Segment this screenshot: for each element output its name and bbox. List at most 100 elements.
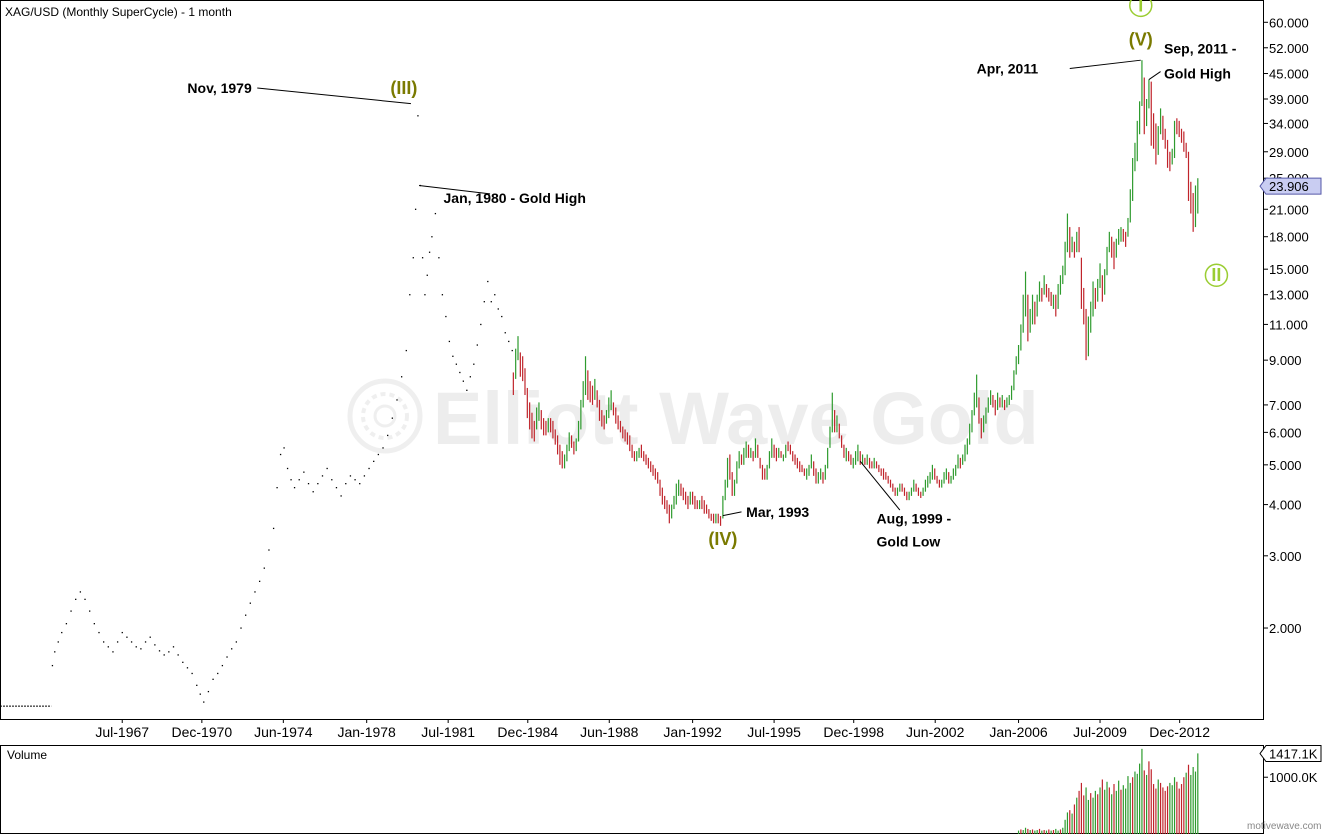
price-dot — [312, 491, 314, 493]
y-tick-label: 4.000 — [1269, 498, 1302, 513]
price-dot — [212, 678, 214, 680]
wave-label-circle — [1204, 263, 1229, 287]
y-tick-label: 5.000 — [1269, 458, 1302, 473]
x-tick-label: Jan-1992 — [663, 724, 722, 740]
x-tick-label: Jun-1974 — [254, 724, 313, 740]
price-dot — [130, 641, 133, 643]
price-dot — [426, 274, 428, 276]
price-dot — [112, 651, 114, 653]
annotation-label: Gold High — [1164, 66, 1231, 82]
x-tick-label: Jul-1981 — [421, 724, 475, 740]
annotation-leader-line — [722, 511, 742, 517]
price-bar-series — [512, 60, 1199, 526]
price-dot — [70, 610, 72, 612]
annotation-label: Aug, 1999 - — [877, 510, 952, 526]
price-dot — [321, 475, 324, 477]
volume-panel: Volume 1417.1K 1000.0K motivewave.com — [0, 745, 1322, 834]
price-dot — [480, 323, 482, 326]
x-tick-label: Jun-2002 — [906, 724, 965, 740]
y-tick-label: 21.000 — [1269, 202, 1309, 217]
annotation-leader-line — [859, 460, 901, 511]
elliott-wave-labels: (III)(IV)(V)III — [390, 0, 1229, 549]
price-dot — [144, 641, 147, 643]
price-dot — [203, 701, 205, 703]
price-dot — [168, 651, 170, 653]
price-dot-series — [51, 115, 513, 703]
price-dot — [298, 479, 300, 481]
price-dot — [107, 646, 109, 648]
wave-label: II — [1211, 265, 1221, 285]
price-dot — [98, 631, 100, 634]
price-dot — [473, 363, 475, 365]
y-tick-label: 11.000 — [1269, 317, 1308, 332]
footer-credit: motivewave.com — [1247, 821, 1321, 832]
price-dot — [349, 475, 352, 477]
price-dot — [497, 308, 499, 310]
y-tick-label: 34.000 — [1269, 116, 1309, 131]
price-dot — [163, 654, 165, 656]
price-dot — [326, 467, 328, 470]
price-dot — [373, 460, 375, 463]
price-dot — [412, 257, 414, 259]
price-dot — [487, 280, 489, 283]
price-dot — [391, 417, 393, 419]
price-dot — [258, 580, 261, 582]
price-dot — [438, 257, 440, 259]
price-dot — [455, 363, 458, 365]
x-tick-label: Dec-2012 — [1149, 724, 1210, 740]
price-dot — [466, 389, 468, 391]
wave-label: (V) — [1129, 29, 1153, 49]
price-dot — [79, 591, 82, 593]
annotation-leader-line — [257, 87, 411, 105]
watermark: Elliott Wave Gold — [347, 377, 1039, 460]
price-dot — [424, 294, 426, 296]
price-dot — [154, 644, 156, 646]
price-dot — [359, 483, 361, 485]
price-dot — [511, 349, 513, 352]
x-tick-label: Dec-1984 — [497, 724, 558, 740]
price-dot — [409, 294, 411, 296]
annotation-label: Mar, 1993 — [746, 504, 809, 520]
price-dot — [235, 641, 238, 643]
x-tick-label: Dec-1998 — [823, 724, 884, 740]
price-dot — [417, 115, 419, 117]
x-tick-label: Jan-2006 — [989, 724, 1048, 740]
price-dot — [272, 527, 275, 530]
annotation-leader-line — [419, 184, 491, 195]
x-tick-label: Jul-2009 — [1073, 724, 1127, 740]
x-tick-label: Jan-1978 — [337, 724, 396, 740]
price-dot — [476, 344, 478, 346]
price-dot — [268, 549, 270, 551]
x-tick-label: Jun-1988 — [580, 724, 639, 740]
annotation-label: Apr, 2011 — [977, 60, 1039, 76]
price-dot — [135, 646, 137, 648]
price-dot — [445, 315, 447, 318]
y-tick-label: 18.000 — [1269, 230, 1309, 245]
current-price-value: 23.906 — [1269, 179, 1309, 194]
annotation-leader-line — [1069, 59, 1141, 69]
watermark-logo-icon — [347, 378, 423, 454]
price-dot — [363, 475, 366, 477]
price-dot — [231, 648, 233, 650]
price-dot — [431, 236, 433, 238]
price-dot — [494, 294, 496, 296]
price-dot — [504, 332, 506, 334]
price-panel-frame — [0, 0, 1264, 720]
y-tick-label: 3.000 — [1269, 549, 1302, 564]
price-dot — [199, 693, 201, 695]
price-dot — [116, 641, 119, 643]
price-dot — [172, 646, 175, 648]
current-price-label: 23.906 — [1259, 177, 1322, 195]
annotation-leader-line — [1148, 71, 1161, 80]
price-dot — [126, 636, 128, 638]
price-dot — [226, 656, 228, 658]
price-dot — [245, 614, 247, 616]
price-dot — [221, 664, 224, 667]
price-dot — [400, 376, 403, 378]
volume-tick-label: 1000.0K — [1269, 770, 1318, 785]
price-dot — [186, 667, 189, 669]
price-dot — [377, 453, 380, 456]
price-dot — [84, 598, 86, 601]
price-dot — [217, 672, 219, 675]
